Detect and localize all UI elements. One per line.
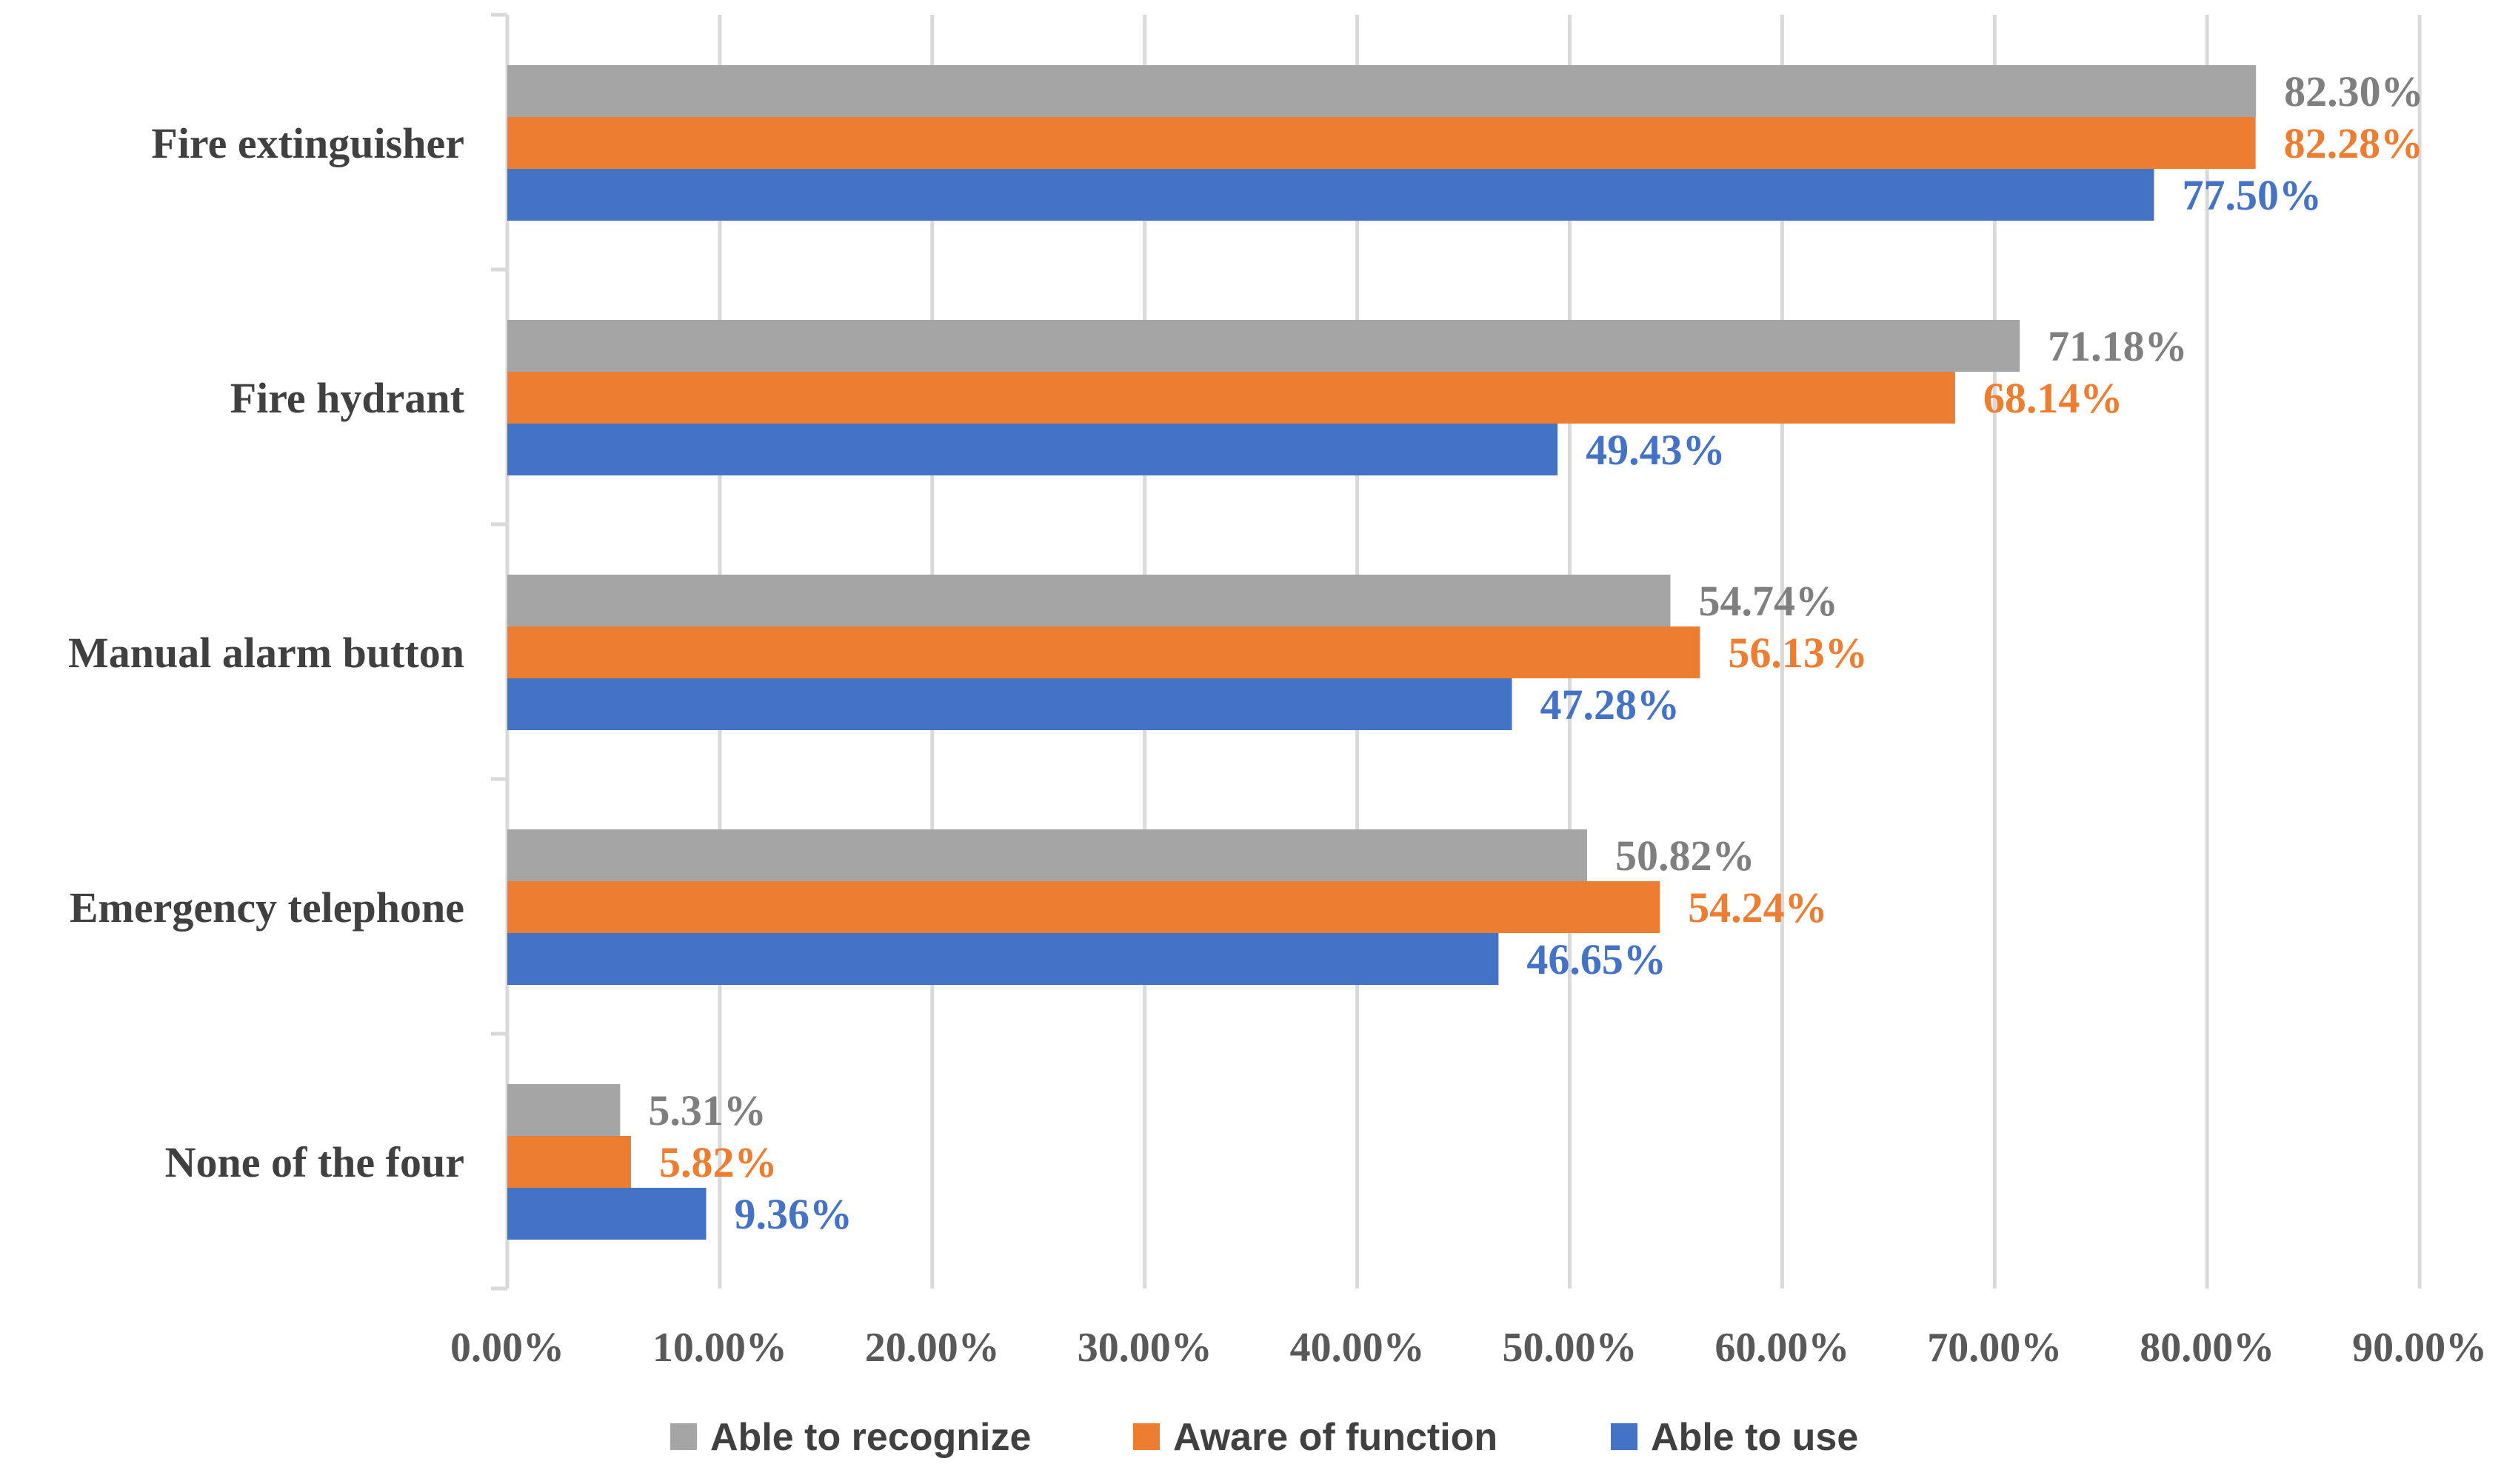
bar-able-to-recognize-manual-alarm-button	[507, 575, 1671, 626]
data-label-aware-of-function-fire-extinguisher: 82.28%	[2284, 119, 2424, 167]
data-label-aware-of-function-manual-alarm-button: 56.13%	[1728, 629, 1868, 677]
x-tick-label: 70.00%	[1927, 1325, 2062, 1371]
bar-able-to-recognize-emergency-telephone	[507, 829, 1588, 881]
data-label-aware-of-function-none-of-the-four: 5.82%	[659, 1138, 778, 1186]
x-tick-label: 90.00%	[2352, 1325, 2487, 1371]
category-label-fire-extinguisher: Fire extinguisher	[151, 119, 464, 167]
data-label-aware-of-function-fire-hydrant: 68.14%	[1983, 374, 2123, 422]
bar-able-to-recognize-none-of-the-four	[507, 1084, 621, 1136]
x-tick-label: 50.00%	[1503, 1325, 1637, 1371]
bar-able-to-use-fire-hydrant	[507, 424, 1558, 475]
x-tick-label: 80.00%	[2140, 1325, 2274, 1371]
data-label-able-to-use-none-of-the-four: 9.36%	[735, 1190, 852, 1238]
legend-swatch-able-to-recognize	[670, 1423, 697, 1450]
category-label-fire-hydrant: Fire hydrant	[230, 374, 465, 422]
legend-label-aware-of-function: Aware of function	[1173, 1416, 1497, 1459]
bar-aware-of-function-fire-hydrant	[507, 372, 1955, 424]
bar-aware-of-function-none-of-the-four	[507, 1136, 631, 1188]
data-label-able-to-use-manual-alarm-button: 47.28%	[1540, 681, 1680, 729]
category-label-none-of-the-four: None of the four	[165, 1138, 464, 1186]
data-label-able-to-recognize-emergency-telephone: 50.82%	[1615, 832, 1755, 880]
data-label-able-to-recognize-fire-hydrant: 71.18%	[2048, 322, 2188, 370]
bar-aware-of-function-emergency-telephone	[507, 881, 1660, 933]
legend: Able to recognize Aware of function Able t…	[670, 1416, 1858, 1459]
data-label-able-to-recognize-manual-alarm-button: 54.74%	[1698, 577, 1838, 625]
axes: 0.00% 10.00% 20.00% 30.00% 40.00% 50.00% 60.00…	[68, 13, 2487, 1371]
bar-aware-of-function-fire-extinguisher	[507, 117, 2256, 169]
category-label-emergency-telephone: Emergency telephone	[70, 883, 464, 932]
x-tick-label: 10.00%	[652, 1325, 787, 1371]
x-tick-label: 40.00%	[1290, 1325, 1425, 1371]
data-labels: 82.30%82.28%77.50% 71.18%68.14% 49.43% 54.7…	[648, 67, 2423, 1238]
data-label-able-to-use-emergency-telephone: 46.65%	[1526, 935, 1666, 983]
data-label-able-to-recognize-none-of-the-four: 5.31%	[648, 1086, 767, 1134]
data-label-able-to-recognize-fire-extinguisher: 82.30%	[2284, 67, 2424, 116]
legend-label-able-to-use: Able to use	[1651, 1416, 1858, 1459]
bar-able-to-recognize-fire-hydrant	[507, 320, 2020, 372]
x-tick-label: 30.00%	[1078, 1325, 1212, 1371]
bar-able-to-recognize-fire-extinguisher	[507, 65, 2257, 117]
legend-swatch-aware-of-function	[1133, 1423, 1160, 1450]
data-label-able-to-use-fire-extinguisher: 77.50%	[2182, 171, 2322, 219]
category-label-manual-alarm-button: Manual alarm button	[68, 629, 464, 677]
bar-able-to-use-none-of-the-four	[507, 1188, 707, 1240]
bar-able-to-use-fire-extinguisher	[507, 169, 2154, 221]
bar-aware-of-function-manual-alarm-button	[507, 626, 1700, 678]
x-tick-label: 60.00%	[1714, 1325, 1849, 1371]
legend-label-able-to-recognize: Able to recognize	[710, 1416, 1031, 1459]
data-label-aware-of-function-emergency-telephone: 54.24%	[1688, 883, 1828, 932]
bar-able-to-use-emergency-telephone	[507, 933, 1499, 985]
data-label-able-to-use-fire-hydrant: 49.43%	[1586, 426, 1726, 474]
legend-swatch-able-to-use	[1611, 1423, 1637, 1450]
x-tick-label: 0.00%	[450, 1325, 564, 1371]
bars	[507, 65, 2257, 1240]
x-tick-label: 20.00%	[865, 1325, 1000, 1371]
bar-able-to-use-manual-alarm-button	[507, 678, 1512, 730]
